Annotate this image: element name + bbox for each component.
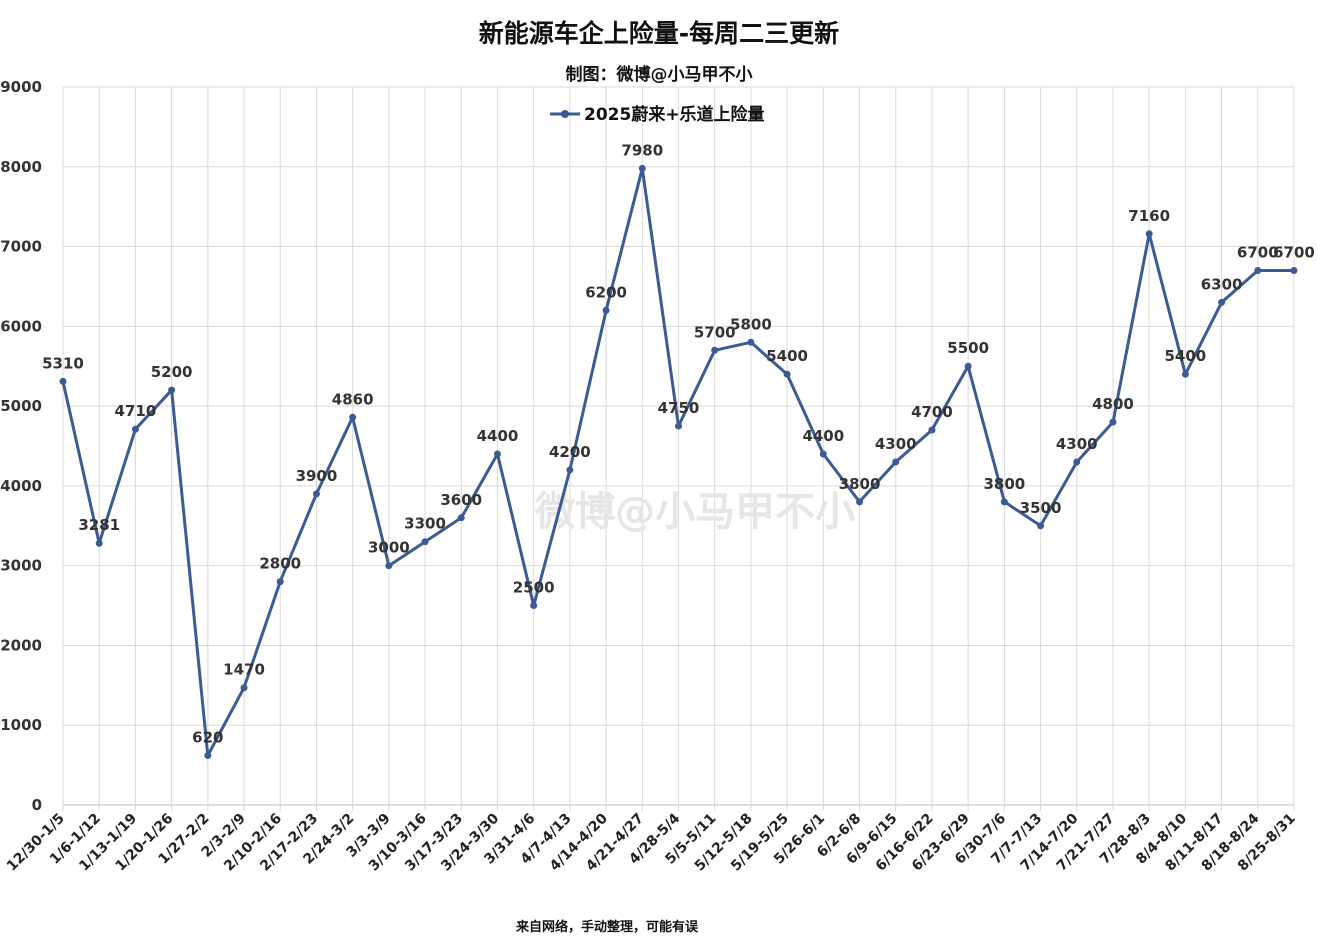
y-tick-label: 9000 [0,78,42,96]
data-point [1218,299,1225,306]
data-point [204,752,211,759]
chart-subtitle: 制图：微博@小马甲不小 [566,64,753,85]
data-label: 5400 [766,347,808,365]
data-label: 4200 [549,443,591,461]
data-label: 4750 [658,399,700,417]
data-label: 4700 [911,403,953,421]
data-label: 6200 [585,283,627,301]
data-label: 6700 [1273,243,1315,261]
data-label: 4300 [1056,435,1098,453]
chart-footer: 来自网络，手动整理，可能有误 [515,919,699,935]
data-point [747,339,754,346]
data-point [965,363,972,370]
data-point [96,540,103,547]
data-point [1037,522,1044,529]
data-label: 3900 [296,467,338,485]
data-point [566,466,573,473]
data-point [892,458,899,465]
data-label: 2800 [259,555,301,573]
data-point [313,490,320,497]
data-point [349,414,356,421]
data-point [385,562,392,569]
data-label: 3600 [440,491,482,509]
y-tick-label: 0 [32,796,42,814]
data-label: 5800 [730,315,772,333]
data-label: 4400 [477,427,519,445]
data-point [1254,267,1261,274]
y-tick-label: 5000 [0,397,42,415]
y-tick-label: 4000 [0,477,42,495]
data-label: 1470 [223,661,265,679]
data-label: 5310 [42,354,84,372]
data-point [1146,230,1153,237]
data-label: 5400 [1165,347,1207,365]
data-point [784,371,791,378]
data-label: 4400 [802,427,844,445]
data-point [1109,419,1116,426]
y-tick-label: 3000 [0,557,42,575]
data-label: 3300 [404,515,446,533]
data-point [1001,498,1008,505]
y-tick-label: 1000 [0,716,42,734]
data-label: 3500 [1020,499,1062,517]
data-label: 4710 [115,402,157,420]
data-label: 3800 [839,475,881,493]
data-label: 3000 [368,539,410,557]
data-point [241,684,248,691]
data-label: 5200 [151,363,193,381]
data-point [711,347,718,354]
chart-title: 新能源车企上险量-每周二三更新 [479,19,839,48]
data-point [603,307,610,314]
y-tick-label: 2000 [0,636,42,654]
data-point [60,378,67,385]
data-point [675,423,682,430]
data-label: 6300 [1201,275,1243,293]
y-tick-label: 7000 [0,238,42,256]
data-label: 3800 [983,475,1025,493]
y-tick-label: 6000 [0,317,42,335]
data-point [458,514,465,521]
data-point [530,602,537,609]
data-point [928,427,935,434]
data-point [277,578,284,585]
data-point [1182,371,1189,378]
data-label: 4860 [332,390,374,408]
data-label: 7160 [1128,207,1170,225]
data-point [639,165,646,172]
data-point [422,538,429,545]
data-label: 4300 [875,435,917,453]
data-point [820,450,827,457]
data-point [494,450,501,457]
data-label: 7980 [621,141,663,159]
data-label: 5500 [947,339,989,357]
y-tick-label: 8000 [0,158,42,176]
data-label: 620 [192,729,223,747]
data-label: 3281 [78,516,120,534]
data-point [168,387,175,394]
legend-entry: 2025蔚来+乐道上险量 [584,104,765,125]
data-point [1291,267,1298,274]
data-point [1073,458,1080,465]
data-point [856,498,863,505]
data-label: 4800 [1092,395,1134,413]
watermark: 微博@小马甲不小 [534,489,855,535]
data-label: 2500 [513,579,555,597]
legend-dot-marker [561,110,569,118]
data-point [132,426,139,433]
